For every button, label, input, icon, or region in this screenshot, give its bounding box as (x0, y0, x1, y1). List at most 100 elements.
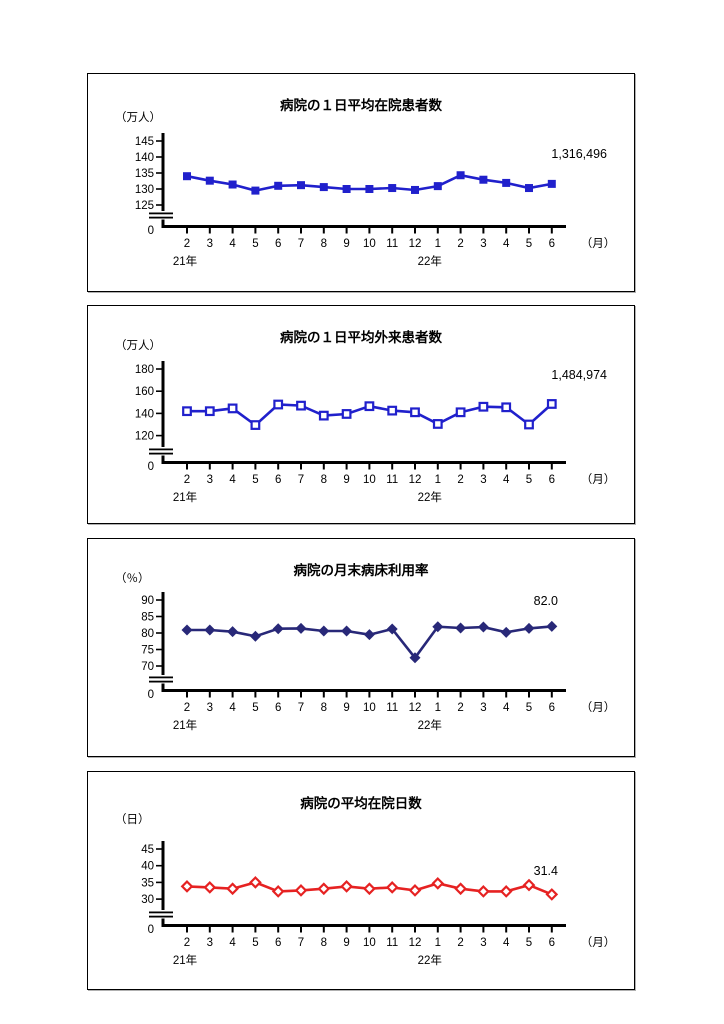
y-axis-tick-label: 120 (135, 431, 154, 443)
x-axis-tick (186, 927, 188, 933)
y-axis-tick (156, 665, 163, 667)
y-axis-tick (156, 172, 163, 174)
month-label: 10 (363, 937, 376, 949)
data-point (546, 620, 558, 632)
axis-break-mark (149, 452, 173, 455)
x-axis-tick (322, 464, 325, 470)
month-label: 2 (184, 238, 190, 250)
x-axis-unit-label: （月） (581, 936, 616, 949)
data-point (317, 882, 331, 896)
month-label: 2 (184, 702, 190, 714)
y-axis-tick-label: 130 (135, 184, 154, 196)
month-label: 6 (549, 937, 555, 949)
data-point (386, 623, 398, 635)
x-axis-tick (254, 692, 257, 698)
y-axis-unit-label: （万人） (115, 339, 161, 352)
data-point (181, 624, 193, 636)
y-axis-tick (156, 648, 163, 651)
year-label: 21年 (173, 254, 197, 268)
month-label: 3 (480, 238, 486, 250)
data-point (385, 881, 399, 894)
x-axis-tick (550, 464, 553, 470)
month-label: 4 (503, 702, 510, 714)
month-label: 11 (386, 474, 398, 486)
data-point (410, 407, 420, 418)
y-axis-tick-label: 30 (141, 894, 154, 906)
data-point (477, 885, 490, 898)
x-axis-tick (391, 464, 394, 470)
month-label: 3 (207, 702, 213, 714)
data-point (250, 420, 261, 430)
data-point (294, 884, 308, 897)
data-point (387, 405, 398, 416)
y-axis-tick (156, 881, 163, 884)
x-axis-tick (300, 464, 302, 470)
month-label: 4 (229, 238, 236, 250)
y-axis-tick (156, 632, 163, 634)
length-of-stay-chart-panel: 病院の平均在院日数 （日） 31.4 45 40 35 30 0 2 3 4 5 6 7 8 9 10 11 12 1… (87, 771, 635, 990)
month-label: 2 (457, 474, 463, 486)
month-label: 3 (207, 238, 213, 250)
y-axis-line (161, 361, 165, 463)
x-axis-tick (436, 228, 439, 234)
x-axis-tick (459, 464, 462, 470)
x-axis-tick (322, 927, 325, 933)
y-axis-tick-label: 135 (135, 168, 154, 180)
data-point (295, 622, 307, 634)
month-label: 1 (435, 238, 441, 250)
month-label: 7 (298, 937, 304, 949)
year-label: 22年 (418, 254, 442, 268)
month-label: 4 (229, 937, 236, 949)
outpatients-chart-panel: 病院の１日平均外来患者数 （万人） 1,484,974 180 160 140 120 0 2 3… (87, 305, 635, 524)
chart-title: 病院の１日平均在院患者数 (280, 97, 442, 113)
x-axis-tick (550, 927, 553, 933)
y-axis-tick (156, 599, 163, 601)
month-label: 12 (409, 238, 422, 250)
data-point (455, 407, 466, 418)
x-axis-tick (414, 228, 416, 234)
axis-break-mark (149, 212, 173, 215)
month-label: 6 (549, 474, 555, 486)
x-axis-tick (459, 228, 462, 234)
x-axis-tick (482, 692, 485, 698)
data-point (478, 401, 489, 412)
axis-break-mark (149, 915, 173, 918)
month-label: 3 (207, 474, 213, 486)
y-axis-tick-label: 160 (135, 386, 154, 398)
x-axis-tick (459, 692, 462, 698)
y-axis-tick (156, 390, 163, 392)
data-point (411, 185, 419, 194)
month-label: 11 (386, 702, 398, 714)
data-point (388, 184, 397, 193)
data-point (204, 406, 215, 417)
month-label: 10 (363, 702, 376, 714)
month-label: 11 (386, 238, 398, 250)
data-point (525, 184, 533, 193)
y-axis-tick-label: 85 (141, 612, 154, 624)
x-axis-tick (254, 927, 257, 933)
year-label: 22年 (418, 490, 442, 504)
data-point (271, 885, 285, 898)
month-label: 12 (409, 474, 422, 486)
month-label: 6 (275, 702, 281, 714)
data-point (502, 178, 511, 187)
data-point (341, 409, 352, 419)
month-label: 7 (298, 702, 304, 714)
x-axis-tick (322, 228, 325, 234)
data-point (479, 175, 488, 184)
x-axis-tick (231, 692, 234, 698)
month-label: 1 (435, 474, 441, 486)
data-point (183, 172, 191, 181)
x-axis-tick (436, 464, 439, 470)
x-axis-tick (368, 464, 371, 470)
month-label: 7 (298, 238, 304, 250)
month-label: 4 (503, 474, 510, 486)
axis-break-mark (149, 676, 173, 679)
data-point (456, 171, 465, 180)
x-axis-tick (208, 692, 211, 698)
month-label: 8 (321, 702, 327, 714)
x-axis-tick (482, 228, 485, 234)
month-label: 1 (435, 702, 441, 714)
y-axis-tick-label: 180 (135, 364, 154, 376)
data-point (227, 403, 238, 414)
